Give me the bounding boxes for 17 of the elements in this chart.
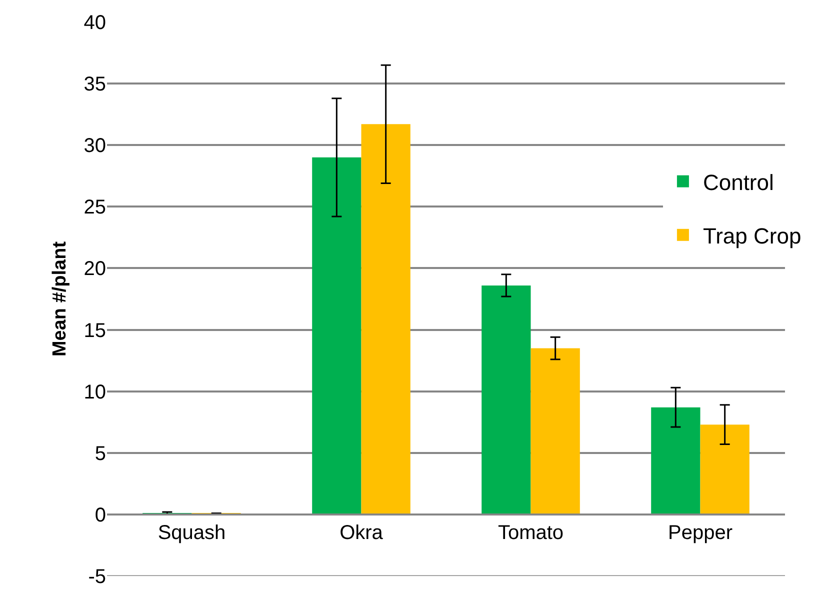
- y-tick-label: 30: [84, 135, 106, 158]
- y-tick-label: 25: [84, 196, 106, 219]
- x-tick-label: Tomato: [498, 522, 564, 544]
- y-axis-title: Mean #/plant: [50, 240, 71, 357]
- y-tick-label: 40: [84, 12, 106, 34]
- y-tick-label: -5: [88, 566, 106, 588]
- y-tick-label: 10: [84, 381, 106, 404]
- x-tick-label: Pepper: [668, 522, 733, 544]
- x-tick-label: Squash: [158, 522, 226, 544]
- y-tick-label: 5: [94, 442, 106, 465]
- y-tick-label: 35: [84, 74, 106, 96]
- legend-label: Trap Crop: [702, 223, 802, 248]
- y-tick-label: 20: [84, 258, 106, 280]
- x-tick-label: Okra: [340, 522, 384, 544]
- y-tick-label: 0: [94, 504, 106, 526]
- legend-label: Control: [702, 170, 774, 195]
- y-tick-label: 15: [84, 320, 106, 342]
